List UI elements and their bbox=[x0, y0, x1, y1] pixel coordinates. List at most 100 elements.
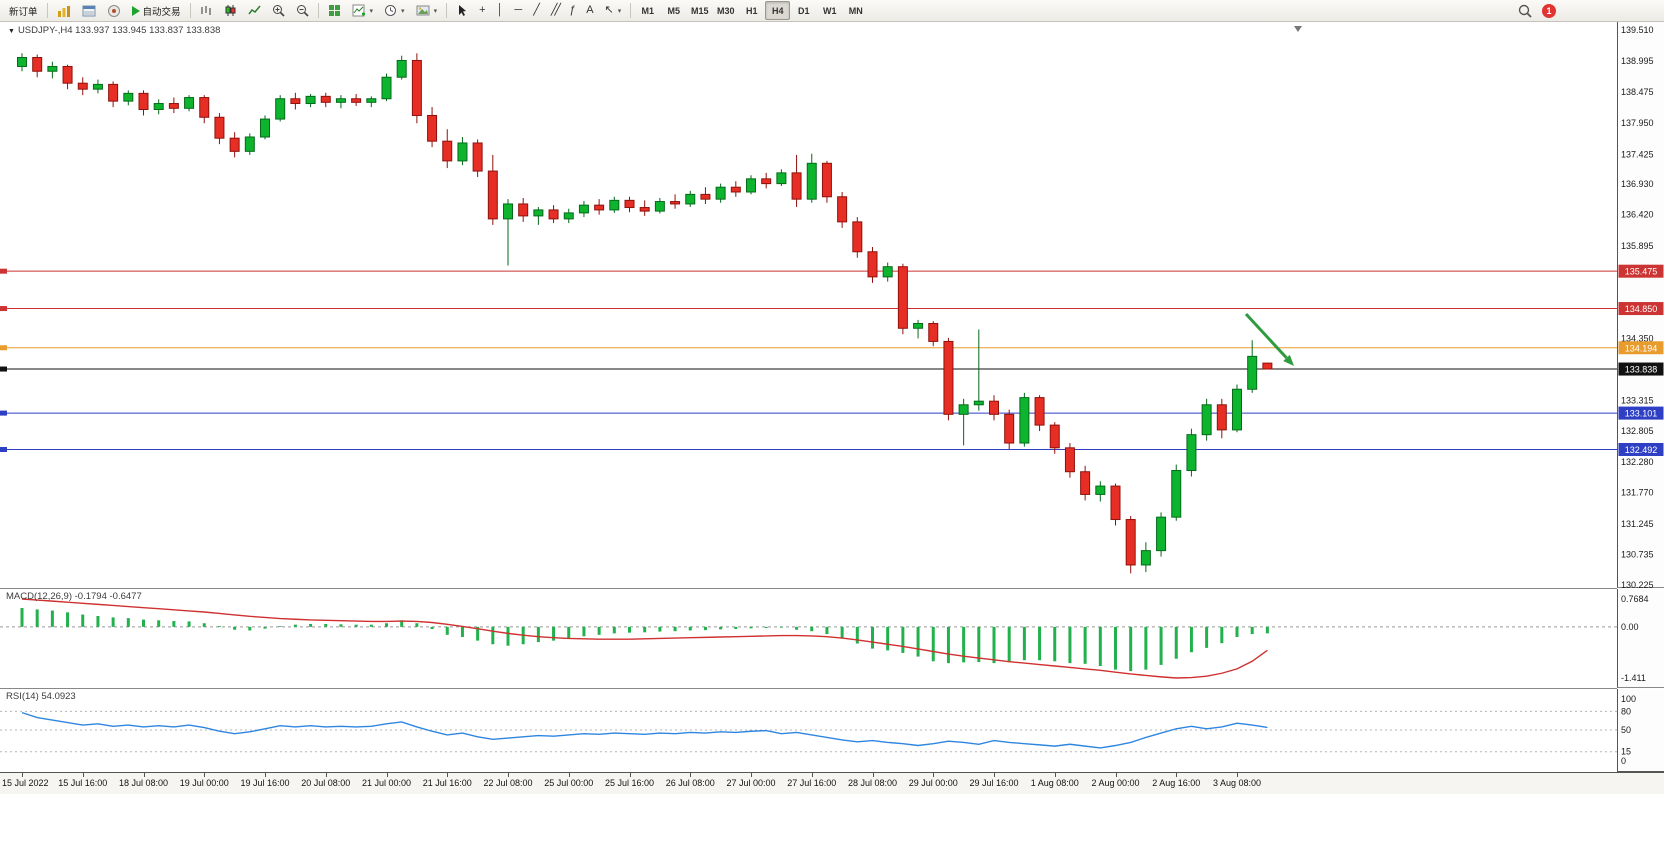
time-label: 18 Jul 08:00 bbox=[118, 778, 169, 788]
toolbar-separator bbox=[46, 3, 48, 18]
candlestick-chart[interactable] bbox=[0, 22, 1617, 588]
chevron-down-icon: ▾ bbox=[433, 7, 438, 15]
macd-bar bbox=[20, 608, 24, 627]
time-tick bbox=[265, 773, 266, 777]
candle-body bbox=[548, 209, 559, 220]
price-tick-label: 136.930 bbox=[1621, 179, 1654, 189]
arrow-annotation[interactable] bbox=[1244, 312, 1288, 359]
candle-body bbox=[320, 95, 331, 103]
price-chart-canvas[interactable]: ▼ USDJPY-,H4 133.937 133.945 133.837 133.… bbox=[0, 22, 1617, 589]
time-axis[interactable]: 15 Jul 2022 15 Jul 16:00 18 Jul 08:00 19 Ju… bbox=[0, 772, 1664, 794]
macd-bar bbox=[248, 626, 252, 631]
zoom-out-button[interactable] bbox=[291, 1, 314, 21]
vertical-line-tool-button[interactable]: │ bbox=[492, 1, 509, 21]
timeframe-h4-button[interactable]: H4 bbox=[765, 1, 791, 20]
price-badge bbox=[1618, 442, 1664, 456]
timeframe-d1-button[interactable]: D1 bbox=[798, 5, 810, 16]
rsi-panel[interactable]: RSI(14) 54.0923 bbox=[0, 689, 1617, 773]
candle-body bbox=[472, 142, 483, 172]
macd-bar bbox=[202, 623, 206, 627]
trendline-tool-button[interactable]: ╱ bbox=[528, 1, 545, 21]
macd-tick-label: 0.7684 bbox=[1621, 594, 1649, 604]
market-watch-button[interactable] bbox=[52, 1, 76, 21]
macd-bar bbox=[233, 626, 237, 630]
rsi-axis[interactable]: 100 80 50 15 0 bbox=[1617, 689, 1664, 772]
indicators-icon bbox=[352, 4, 365, 17]
data-window-button[interactable] bbox=[77, 1, 101, 21]
search-icon[interactable] bbox=[1518, 4, 1532, 18]
tile-windows-button[interactable] bbox=[323, 1, 346, 21]
candle-body bbox=[594, 204, 605, 211]
macd-tick-label: -1.411 bbox=[1621, 673, 1646, 683]
candle-body bbox=[229, 137, 240, 152]
candle-body bbox=[214, 116, 225, 139]
bar-chart-mode-button[interactable] bbox=[195, 1, 218, 21]
candle-body bbox=[670, 201, 681, 205]
arrow-tool-icon: ↖ bbox=[604, 4, 614, 16]
navigator-button[interactable] bbox=[102, 1, 126, 21]
chart-shift-marker[interactable] bbox=[1294, 26, 1302, 32]
notification-badge[interactable]: 1 bbox=[1542, 3, 1556, 18]
time-label: 25 Jul 16:00 bbox=[604, 778, 655, 788]
time-tick bbox=[508, 773, 509, 777]
candle-body bbox=[275, 98, 286, 120]
level-left-marker bbox=[0, 410, 7, 416]
time-tick bbox=[447, 773, 449, 777]
horizontal-line-tool-button[interactable]: ─ bbox=[509, 1, 527, 21]
macd-bar bbox=[430, 626, 434, 630]
macd-bar bbox=[1174, 626, 1178, 659]
candle-body bbox=[1140, 550, 1151, 566]
macd-bar bbox=[263, 626, 267, 629]
timeframe-w1-button[interactable]: W1 bbox=[823, 5, 837, 16]
timeframe-h1-button[interactable]: H1 bbox=[746, 5, 758, 16]
candle-body bbox=[260, 118, 270, 138]
line-chart-mode-button[interactable] bbox=[243, 1, 266, 21]
timeframe-mn-button[interactable]: MN bbox=[848, 5, 863, 16]
macd-bar bbox=[96, 615, 100, 627]
rsi-chart[interactable] bbox=[0, 689, 1617, 772]
periods-button[interactable]: ▾ bbox=[379, 1, 410, 21]
macd-bar bbox=[1022, 626, 1026, 661]
macd-value-signal: -0.6477 bbox=[109, 591, 142, 602]
candlestick-mode-button[interactable] bbox=[219, 1, 242, 21]
bottom-spacer bbox=[0, 794, 1664, 841]
candle-body bbox=[32, 56, 43, 72]
macd-bar bbox=[35, 609, 39, 627]
candle-body bbox=[184, 97, 195, 109]
indicators-button[interactable]: ▾ bbox=[347, 1, 379, 21]
cursor-tool-button[interactable] bbox=[451, 1, 473, 21]
channel-tool-button[interactable]: ╱╱ bbox=[546, 1, 563, 21]
time-tick bbox=[1176, 773, 1178, 777]
macd-axis[interactable]: 0.7684 0.00 -1.411 bbox=[1617, 589, 1664, 688]
time-tick bbox=[933, 773, 935, 777]
candle-body bbox=[563, 212, 574, 220]
candle-body bbox=[1262, 362, 1273, 370]
timeframe-m30-button[interactable]: M30 bbox=[717, 5, 735, 16]
zoom-in-button[interactable] bbox=[267, 1, 290, 21]
macd-bar bbox=[1098, 626, 1102, 667]
chevron-down-icon: ▾ bbox=[617, 7, 622, 15]
macd-name: MACD(12,26,9) bbox=[6, 591, 72, 602]
new-order-button[interactable]: 新订单 bbox=[4, 1, 43, 21]
candle-body bbox=[335, 98, 346, 103]
macd-bar bbox=[1114, 626, 1117, 670]
market-watch-icon bbox=[57, 5, 70, 17]
crosshair-tool-button[interactable]: + bbox=[474, 1, 490, 21]
timeframe-m15-button[interactable]: M15 bbox=[691, 5, 709, 16]
macd-panel[interactable]: MACD(12,26,9) -0.1794 -0.6477 bbox=[0, 589, 1617, 689]
timeframe-m1-button[interactable]: M1 bbox=[641, 5, 655, 16]
macd-bar bbox=[66, 612, 70, 627]
macd-chart[interactable] bbox=[0, 589, 1617, 688]
toolbar-separator bbox=[630, 3, 632, 18]
price-axis[interactable]: 139.510 138.995 138.475 137.950 137.425 136.9… bbox=[1617, 22, 1664, 590]
candle-body bbox=[913, 322, 924, 329]
text-tool-button[interactable]: A bbox=[581, 1, 598, 21]
timeframe-m5-button[interactable]: M5 bbox=[667, 5, 681, 16]
autotrading-button[interactable]: 自动交易 bbox=[127, 1, 186, 21]
macd-bar bbox=[354, 624, 358, 627]
macd-bar bbox=[810, 626, 814, 632]
arrows-tool-button[interactable]: ↖ ▾ bbox=[600, 1, 627, 21]
fibonacci-tool-button[interactable]: ƒ bbox=[564, 1, 580, 21]
level-left-marker bbox=[0, 306, 7, 312]
templates-button[interactable]: ▾ bbox=[411, 1, 443, 21]
